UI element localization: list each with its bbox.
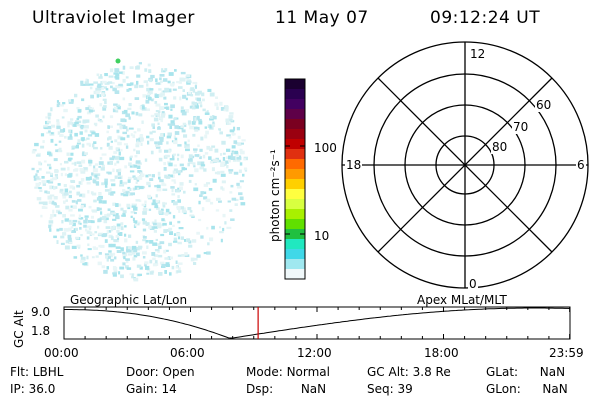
date-label: 11 May 07	[275, 8, 369, 28]
ip-value: 36.0	[28, 382, 56, 396]
lat-label-70: 70	[512, 120, 530, 134]
gcalt-label: GC Alt:	[367, 365, 409, 379]
colorbar-tick-10: 10	[314, 229, 330, 243]
info-gain: Gain: 14	[126, 382, 177, 396]
info-gcalt: GC Alt: 3.8 Re	[367, 365, 451, 379]
gain-label: Gain:	[126, 382, 158, 396]
mlt-label-6: 6	[576, 158, 586, 172]
colorbar-cell	[285, 129, 305, 140]
color-scale-bar	[284, 78, 306, 280]
geographic-label: Geographic Lat/Lon	[70, 293, 188, 307]
door-value: Open	[162, 365, 195, 379]
mlt-label-18: 18	[345, 158, 363, 172]
colorbar-cell	[285, 119, 305, 130]
time-label: 09:12:24 UT	[430, 8, 541, 28]
mlt-line-diag-2	[377, 77, 553, 253]
info-ip: IP: 36.0	[10, 382, 55, 396]
altplot-ytick-max: 9.0	[31, 305, 51, 319]
colorbar-cell	[285, 79, 305, 90]
mode-value: Normal	[286, 365, 330, 379]
flt-label: Flt:	[10, 365, 29, 379]
gain-value: 14	[161, 382, 177, 396]
colorbar-cell	[285, 159, 305, 170]
colorbar-cell	[285, 189, 305, 200]
colorbar-cell	[285, 219, 305, 230]
apex-label: Apex MLat/MLT	[417, 293, 507, 307]
colorbar-cell	[285, 229, 305, 240]
seq-value: 39	[397, 382, 413, 396]
colorbar-cell	[285, 99, 305, 110]
mlt-label-12: 12	[469, 47, 487, 61]
xtick-2359: 23:59	[549, 346, 584, 360]
ip-label: IP:	[10, 382, 25, 396]
dsp-value: NaN	[300, 382, 327, 396]
info-seq: Seq: 39	[367, 382, 413, 396]
info-glat: GLat: NaN	[486, 365, 565, 379]
dsp-label: Dsp:	[246, 382, 274, 396]
lat-label-60: 60	[535, 98, 553, 112]
info-glon: GLon: NaN	[486, 382, 568, 396]
colorbar-tick-100: 100	[314, 141, 337, 155]
gcalt-value: 3.8 Re	[412, 365, 451, 379]
xtick-0000: 00:00	[44, 346, 79, 360]
colorbar-unit-label: photon cm⁻²s⁻¹	[268, 149, 282, 242]
polar-grid	[341, 41, 589, 289]
mode-label: Mode:	[246, 365, 283, 379]
glat-value: NaN	[539, 365, 566, 379]
colorbar-cell	[285, 179, 305, 190]
mlt-label-0: 0	[468, 277, 478, 291]
colorbar-cell	[285, 149, 305, 160]
colorbar-cell	[285, 139, 305, 150]
xtick-1200: 12:00	[297, 346, 332, 360]
info-dsp: Dsp: NaN	[246, 382, 326, 396]
colorbar-cell	[285, 259, 305, 270]
xtick-0600: 06:00	[170, 346, 205, 360]
lat-label-80: 80	[491, 140, 509, 154]
altplot-ytick-min: 1.8	[31, 324, 51, 338]
door-label: Door:	[126, 365, 159, 379]
colorbar-cell	[285, 169, 305, 180]
colorbar-cell	[285, 109, 305, 120]
glon-label: GLon:	[486, 382, 521, 396]
colorbar-cell	[285, 89, 305, 100]
seq-label: Seq:	[367, 382, 394, 396]
colorbar-cell	[285, 249, 305, 260]
info-flt: Flt: LBHL	[10, 365, 63, 379]
info-door: Door: Open	[126, 365, 195, 379]
glat-label: GLat:	[486, 365, 519, 379]
altitude-time-plot	[63, 306, 571, 340]
flt-value: LBHL	[32, 365, 64, 379]
colorbar-cell	[285, 239, 305, 250]
info-mode: Mode: Normal	[246, 365, 330, 379]
uv-image-disk	[31, 58, 248, 282]
glon-value: NaN	[542, 382, 568, 396]
colorbar-cell	[285, 209, 305, 220]
colorbar-cell	[285, 269, 305, 280]
xtick-1800: 18:00	[424, 346, 459, 360]
instrument-title: Ultraviolet Imager	[32, 8, 195, 28]
colorbar-cell	[285, 199, 305, 210]
